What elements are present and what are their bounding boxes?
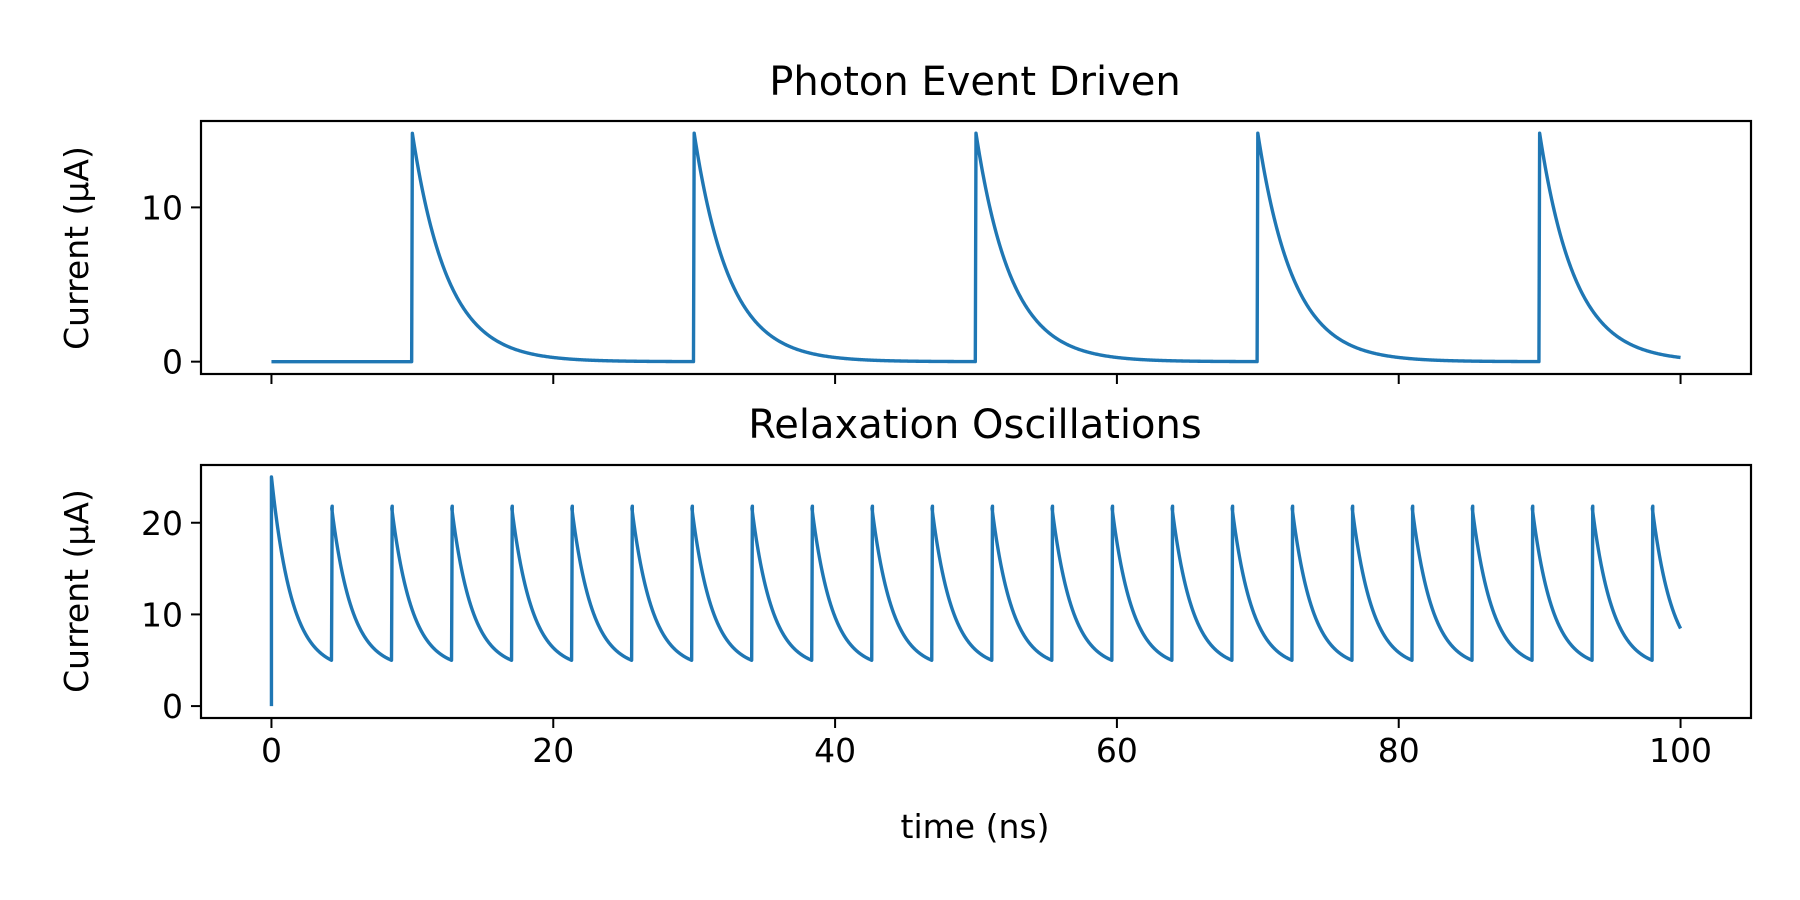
ticks-relaxation: 0 20 40 60 80 100 0 10 20 [141, 504, 1712, 770]
x-tick-label: 0 [261, 731, 282, 770]
panel-relaxation-oscillations: Relaxation Oscillations Current (μA) 0 20… [57, 402, 1753, 846]
plot-frame-relaxation [199, 463, 1753, 720]
y-tick-label: 0 [162, 343, 183, 382]
series-line [269, 475, 1683, 707]
y-tick-label: 10 [141, 188, 183, 227]
x-tick-label: 80 [1378, 731, 1420, 770]
series-line [270, 131, 1682, 364]
series-line-relaxation [269, 475, 1683, 707]
x-tick-label: 40 [814, 731, 856, 770]
panel-photon-event-driven: Photon Event Driven Current (μA) 0 10 [57, 59, 1753, 384]
y-tick-label: 10 [141, 595, 183, 634]
x-tick-label: 60 [1096, 731, 1138, 770]
chart-title-photon: Photon Event Driven [769, 59, 1180, 105]
y-tick-label: 20 [141, 504, 183, 543]
x-tick-label: 100 [1649, 731, 1712, 770]
x-tick-label: 20 [532, 731, 574, 770]
ticks-photon: 0 10 [141, 188, 1682, 384]
x-axis-label: time (ns) [901, 807, 1050, 846]
y-axis-label-photon: Current (μA) [57, 146, 96, 350]
series-line-photon [270, 131, 1682, 364]
plot-frame-photon [199, 119, 1753, 376]
chart-title-relaxation: Relaxation Oscillations [748, 402, 1201, 448]
y-tick-label: 0 [162, 687, 183, 726]
y-axis-label-relaxation: Current (μA) [57, 489, 96, 693]
